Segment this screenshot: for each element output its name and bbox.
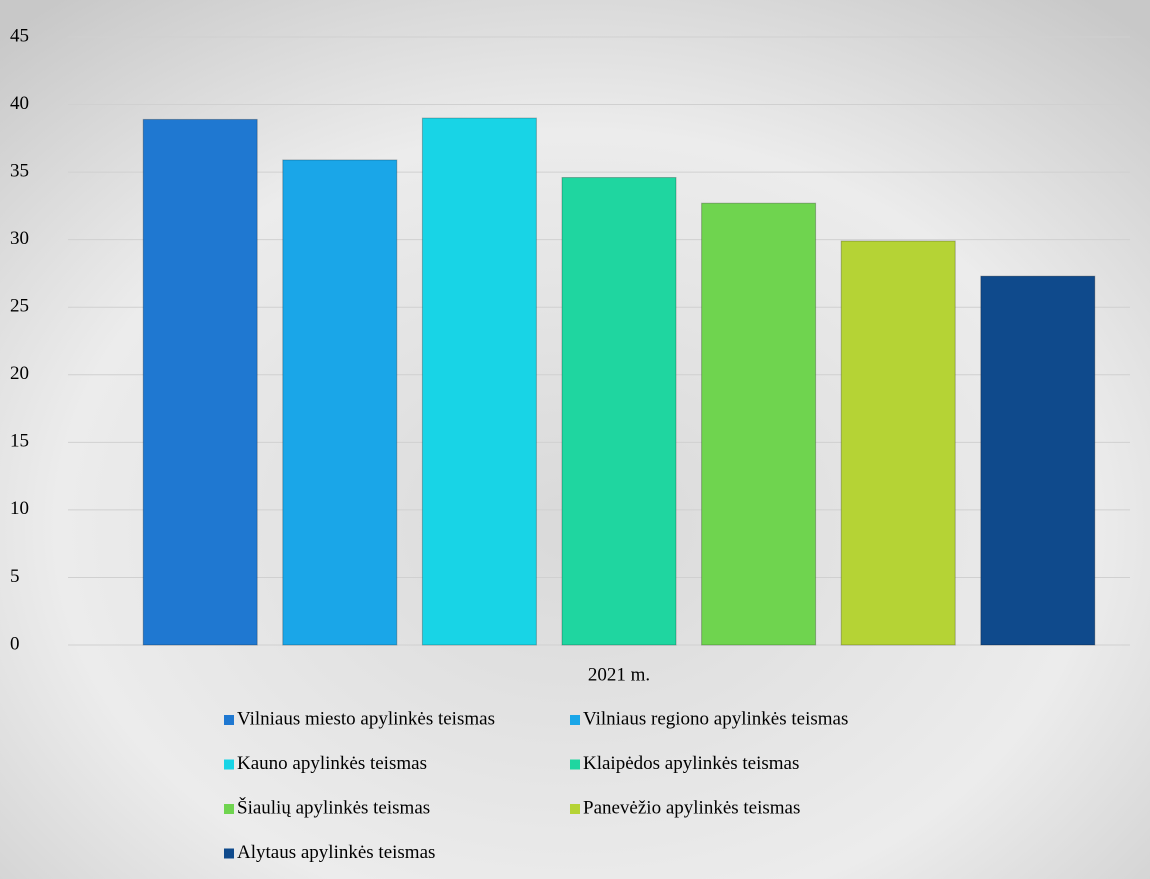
legend-marker	[570, 759, 580, 770]
bar	[142, 118, 258, 646]
legend-marker	[224, 715, 234, 725]
bar	[701, 202, 817, 646]
y-tick-label: 0	[10, 633, 20, 654]
legend-label: Alytaus apylinkės teismas	[237, 842, 435, 863]
bar	[421, 117, 537, 646]
y-tick-label: 10	[10, 498, 29, 519]
bar	[282, 159, 398, 646]
y-tick-label: 25	[10, 296, 29, 317]
x-tick-label: 2021 m.	[588, 664, 650, 685]
legend-marker	[224, 759, 234, 770]
y-tick-label: 5	[10, 566, 20, 587]
y-tick-label: 15	[10, 431, 29, 452]
y-tick-label: 40	[10, 93, 29, 114]
y-tick-label: 35	[10, 160, 29, 181]
legend-label: Vilniaus regiono apylinkės teismas	[583, 708, 848, 729]
legend-marker	[224, 804, 234, 814]
legend-marker	[570, 804, 580, 814]
legend-label: Klaipėdos apylinkės teismas	[583, 753, 799, 774]
legend-label: Vilniaus miesto apylinkės teismas	[237, 708, 495, 729]
y-tick-label: 45	[10, 25, 29, 46]
bar	[980, 275, 1096, 646]
legend-label: Šiaulių apylinkės teismas	[237, 796, 430, 818]
legend-label: Panevėžio apylinkės teismas	[583, 797, 800, 818]
y-tick-label: 20	[10, 363, 29, 384]
legend-label: Kauno apylinkės teismas	[237, 753, 427, 774]
bar	[561, 177, 677, 646]
bar	[840, 240, 956, 646]
legend-marker	[570, 715, 580, 725]
y-tick-label: 30	[10, 228, 29, 249]
legend-marker	[224, 848, 234, 859]
